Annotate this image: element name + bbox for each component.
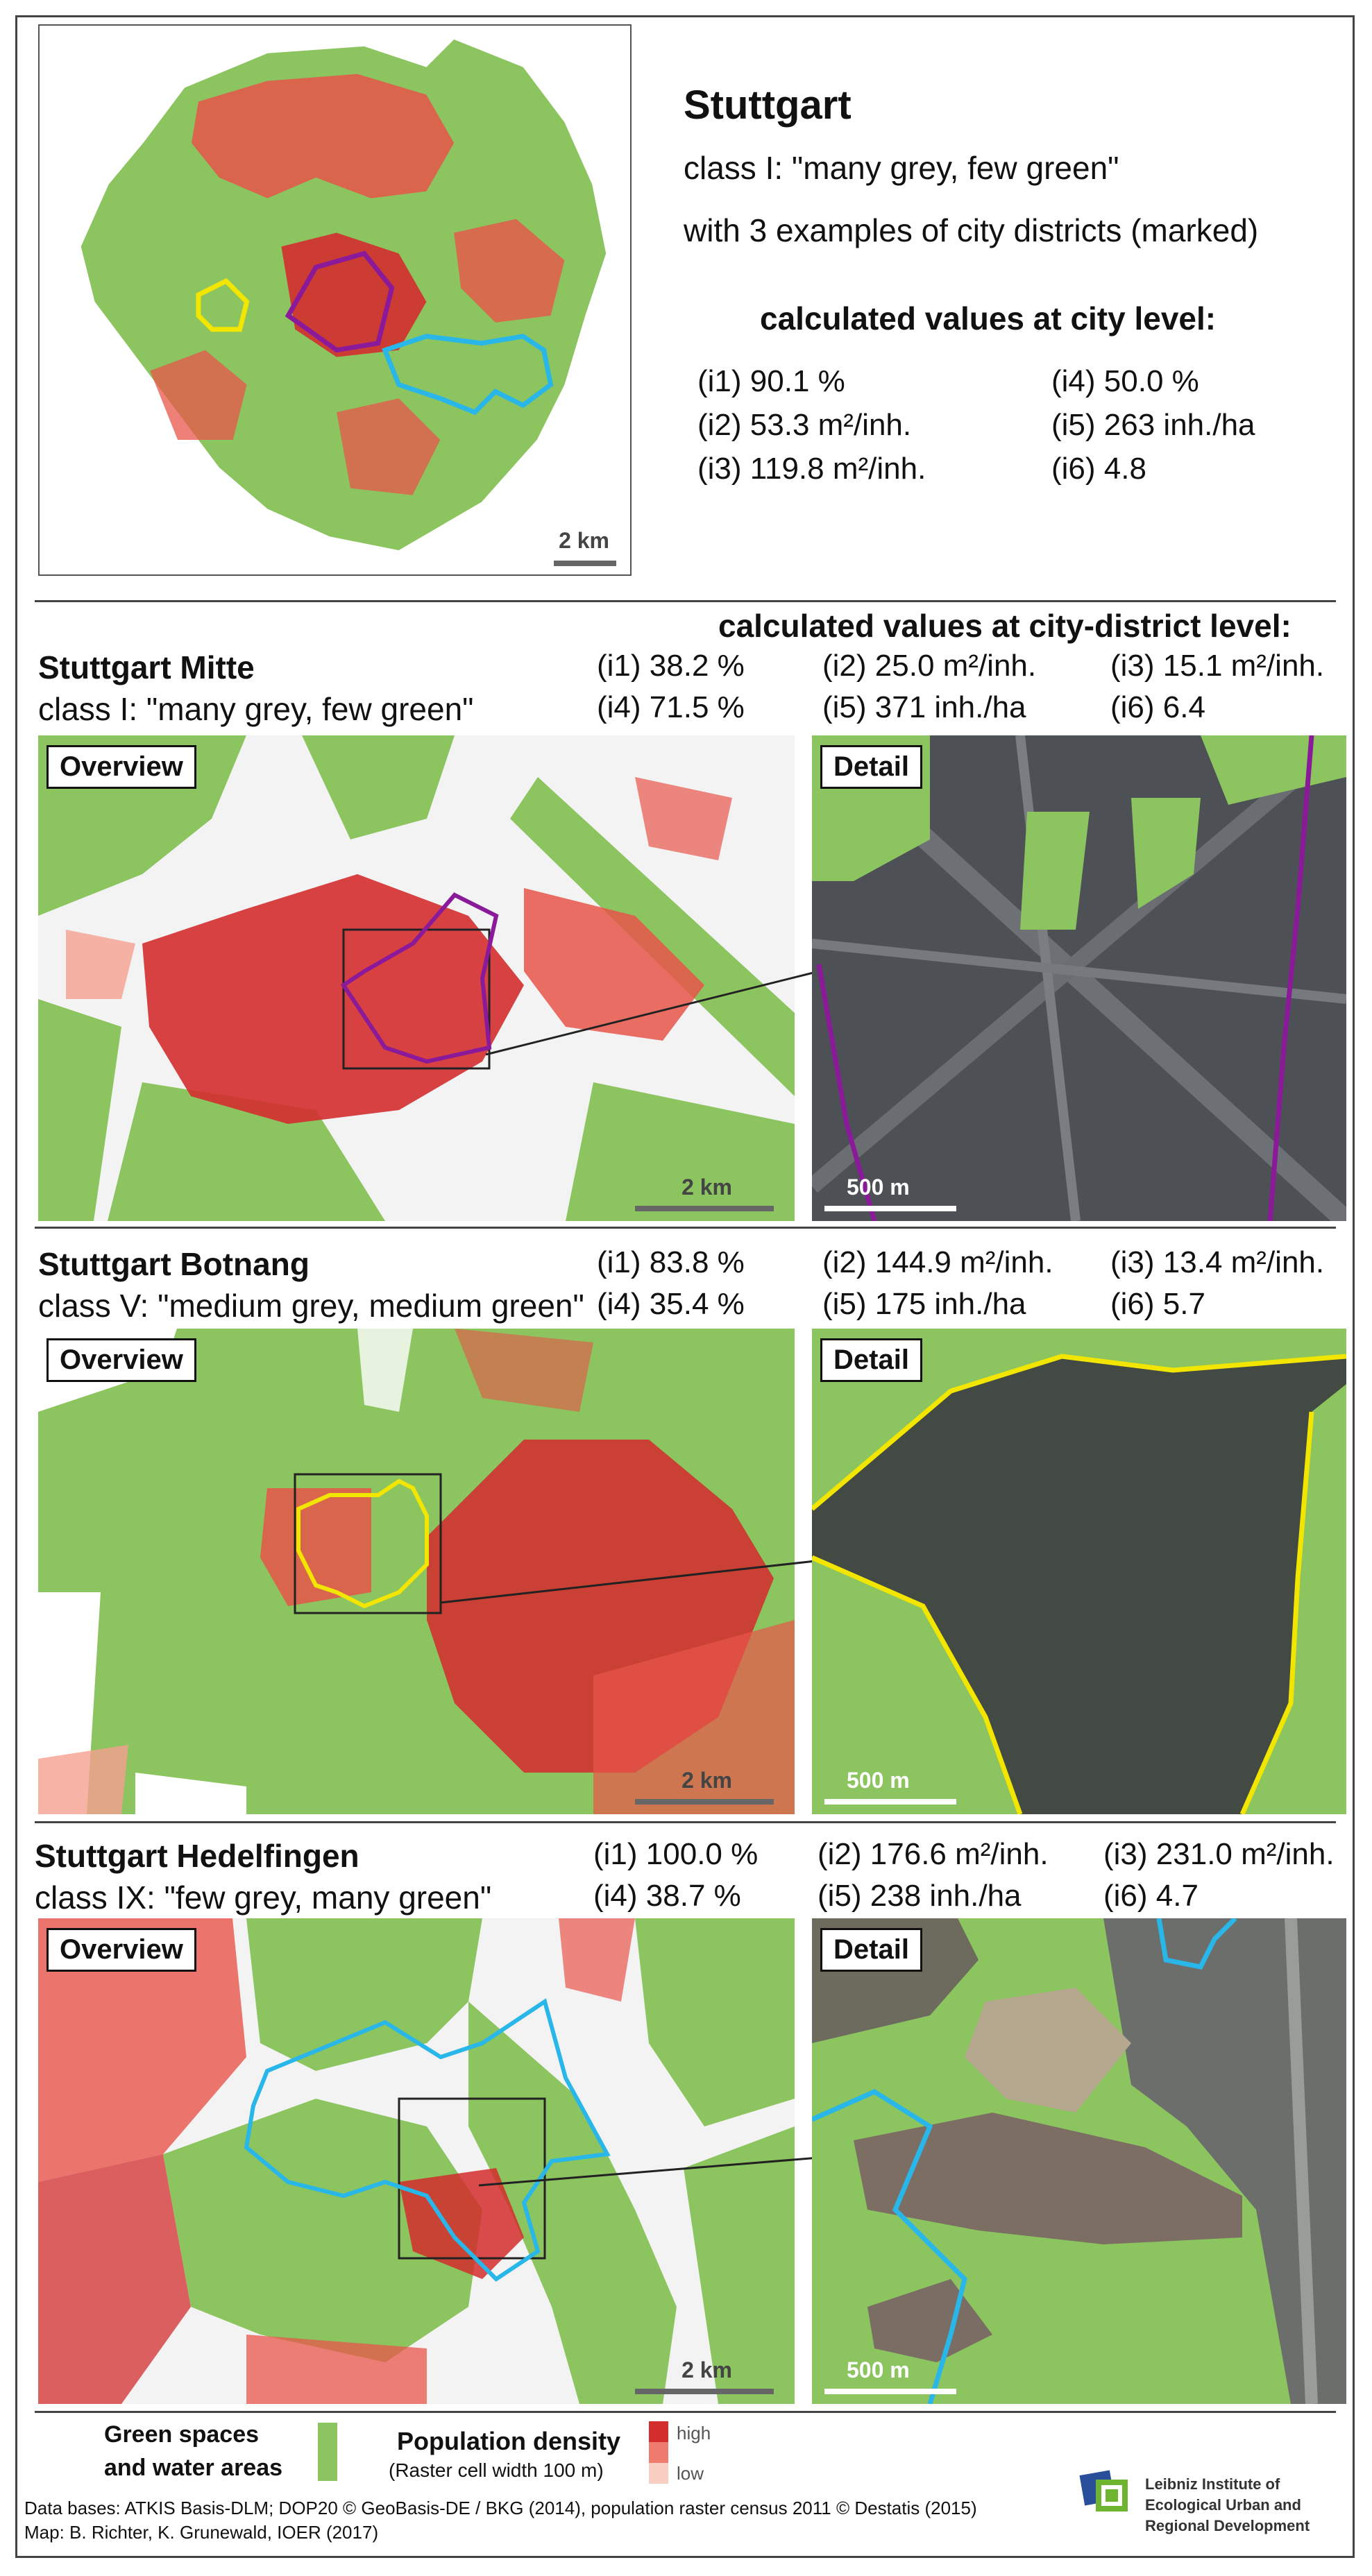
divider (35, 1821, 1336, 1823)
district-class-label: class I: "many grey, few green" (38, 691, 474, 727)
legend-green-label: Green spaces (104, 2421, 260, 2448)
legend-green-label-2: and water areas (104, 2455, 283, 2481)
figure-frame (15, 15, 1355, 2558)
city-class-label: class I: "many grey, few green" (684, 150, 1119, 186)
detail-scale-text: 500 m (847, 1768, 910, 1793)
city-map-scale-text: 2 km (559, 528, 609, 553)
detail-label: Detail (820, 1338, 922, 1382)
connector-line (478, 2156, 820, 2187)
page-title: Stuttgart (684, 83, 852, 128)
district-value: (i3) 231.0 m²/inh. (1103, 1837, 1335, 1871)
divider (35, 2411, 1336, 2413)
map-credit: Map: B. Richter, K. Grunewald, IOER (201… (24, 2522, 379, 2543)
district-name: Stuttgart Mitte (38, 649, 255, 685)
city-value: (i6) 4.8 (1051, 452, 1146, 486)
legend-pop-title: Population density (397, 2427, 621, 2455)
overview-scale-text: 2 km (681, 1175, 732, 1200)
detail-scale-bar (824, 2389, 956, 2394)
district-value: (i4) 71.5 % (597, 690, 745, 724)
district-value: (i5) 238 inh./ha (818, 1879, 1022, 1913)
overview-map-hedelfingen: Overview 2 km (38, 1918, 795, 2404)
district-values-title: calculated values at city-district level… (718, 608, 1291, 644)
connector-line (485, 970, 820, 1056)
overview-map-botnang: Overview 2 km (38, 1329, 795, 1814)
legend-low-label: low (677, 2463, 704, 2484)
district-value: (i3) 15.1 m²/inh. (1110, 649, 1325, 683)
detail-scale-text: 500 m (847, 1175, 910, 1200)
connector-line (440, 1560, 816, 1604)
district-value: (i5) 175 inh./ha (822, 1287, 1026, 1321)
detail-map-mitte: Detail 500 m (812, 735, 1346, 1221)
institute-name-3: Regional Development (1145, 2517, 1310, 2534)
detail-map-hedelfingen: Detail 500 m (812, 1918, 1346, 2404)
legend-pop-swatch-high (649, 2421, 668, 2442)
city-value: (i5) 263 inh./ha (1051, 408, 1255, 442)
detail-map-botnang: Detail 500 m (812, 1329, 1346, 1814)
overview-scale-bar (635, 1206, 774, 1211)
detail-scale-bar (824, 1799, 956, 1805)
overview-label: Overview (46, 1338, 196, 1382)
district-value: (i6) 4.7 (1103, 1879, 1199, 1913)
district-value: (i2) 176.6 m²/inh. (818, 1837, 1049, 1871)
district-value: (i6) 5.7 (1110, 1287, 1205, 1321)
overview-label: Overview (46, 745, 196, 789)
detail-label: Detail (820, 1928, 922, 1972)
overview-map-mitte: Overview 2 km (38, 735, 795, 1221)
legend-pop-subtitle: (Raster cell width 100 m) (389, 2459, 604, 2481)
district-class-label: class V: "medium grey, medium green" (38, 1288, 584, 1324)
city-value: (i3) 119.8 m²/inh. (697, 452, 926, 486)
legend-pop-swatch-low (649, 2463, 668, 2484)
data-sources: Data bases: ATKIS Basis-DLM; DOP20 © Geo… (24, 2498, 977, 2518)
district-value: (i4) 35.4 % (597, 1287, 745, 1321)
city-value: (i4) 50.0 % (1051, 364, 1199, 398)
district-value: (i1) 100.0 % (593, 1837, 759, 1871)
legend-high-label: high (677, 2423, 711, 2443)
district-value: (i2) 25.0 m²/inh. (822, 649, 1037, 683)
city-overview-map: 2 km (38, 24, 632, 576)
overview-scale-text: 2 km (681, 2357, 732, 2382)
district-class-label: class IX: "few grey, many green" (35, 1879, 492, 1916)
overview-scale-bar (635, 1799, 774, 1805)
legend-green-swatch (318, 2423, 337, 2481)
overview-scale-bar (635, 2389, 774, 2394)
city-value: (i1) 90.1 % (697, 364, 845, 398)
detail-label: Detail (820, 745, 922, 789)
district-name: Stuttgart Botnang (38, 1246, 310, 1282)
institute-name-1: Leibniz Institute of (1145, 2475, 1280, 2493)
district-value: (i5) 371 inh./ha (822, 690, 1026, 724)
district-value: (i1) 38.2 % (597, 649, 745, 683)
city-map-scale-bar (554, 561, 616, 566)
district-value: (i2) 144.9 m²/inh. (822, 1245, 1053, 1279)
legend-pop-swatch-mid (649, 2442, 668, 2463)
district-value: (i1) 83.8 % (597, 1245, 745, 1279)
district-value: (i6) 6.4 (1110, 690, 1205, 724)
district-name: Stuttgart Hedelfingen (35, 1838, 359, 1874)
ioer-logo (1079, 2464, 1135, 2520)
divider (35, 1227, 1336, 1229)
city-values-title: calculated values at city level: (760, 300, 1217, 336)
district-value: (i3) 13.4 m²/inh. (1110, 1245, 1325, 1279)
city-value: (i2) 53.3 m²/inh. (697, 408, 912, 442)
institute-name-2: Ecological Urban and (1145, 2496, 1301, 2514)
divider (35, 600, 1336, 602)
examples-note: with 3 examples of city districts (marke… (684, 212, 1259, 248)
detail-scale-bar (824, 1206, 956, 1211)
detail-scale-text: 500 m (847, 2357, 910, 2382)
overview-scale-text: 2 km (681, 1768, 732, 1793)
district-value: (i4) 38.7 % (593, 1879, 741, 1913)
overview-label: Overview (46, 1928, 196, 1972)
